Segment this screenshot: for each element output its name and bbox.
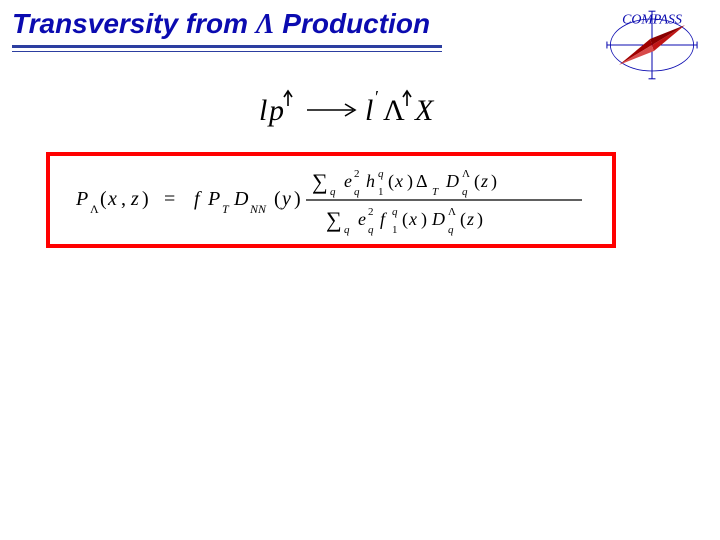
svg-text:y: y (280, 188, 291, 210)
svg-text:z: z (480, 171, 488, 191)
svg-text:f: f (194, 188, 202, 210)
svg-text:(: ( (474, 171, 480, 192)
title-block: Transversity from Λ Production (12, 8, 442, 52)
svg-text:e: e (358, 209, 366, 229)
svg-text:q: q (354, 186, 360, 198)
svg-text:h: h (366, 171, 375, 191)
svg-text:q: q (330, 186, 336, 198)
svg-text:(: ( (274, 188, 281, 210)
svg-text:(: ( (402, 209, 408, 230)
svg-text:): ) (142, 188, 149, 210)
svg-text:Λ: Λ (448, 206, 456, 218)
svg-text:∑: ∑ (326, 207, 342, 232)
svg-text:(: ( (460, 209, 466, 230)
svg-text:2: 2 (354, 168, 360, 180)
svg-text:′: ′ (375, 87, 379, 107)
svg-text:T: T (432, 186, 439, 198)
svg-text:Λ: Λ (462, 168, 470, 180)
svg-text:D: D (445, 171, 459, 191)
svg-text:z: z (130, 188, 139, 210)
svg-text:(: ( (100, 188, 107, 210)
compass-logo: COMPASS (598, 6, 706, 84)
svg-text:P: P (75, 188, 88, 210)
title-underline-thin (12, 51, 442, 52)
svg-text:): ) (477, 209, 483, 230)
polarization-formula: P Λ ( x , z ) = f P T D NN ( y ) ∑ q e 2 (74, 163, 594, 237)
svg-text:p: p (267, 94, 284, 127)
svg-text:l: l (365, 94, 373, 127)
svg-text:∑: ∑ (312, 169, 328, 194)
svg-text:q: q (462, 186, 468, 198)
svg-text:): ) (491, 171, 497, 192)
svg-text:q: q (378, 168, 384, 180)
svg-text:f: f (380, 209, 388, 229)
svg-text:NN: NN (249, 202, 267, 216)
svg-text:l: l (259, 94, 267, 127)
compass-label: COMPASS (622, 11, 682, 26)
svg-text:q: q (368, 224, 374, 236)
title-underline-thick (12, 45, 442, 48)
svg-text:Λ: Λ (383, 94, 405, 127)
svg-text:q: q (344, 224, 350, 236)
title-suffix: Production (275, 8, 431, 39)
title-lambda: Λ (256, 9, 275, 40)
svg-text:): ) (421, 209, 427, 230)
svg-text:): ) (294, 188, 301, 210)
svg-text:T: T (222, 202, 230, 216)
svg-text:): ) (407, 171, 413, 192)
reaction-equation: l p l ′ Λ X (255, 86, 465, 139)
svg-text:(: ( (388, 171, 394, 192)
svg-text:x: x (408, 209, 417, 229)
svg-text:z: z (466, 209, 474, 229)
compass-logo-svg: COMPASS (598, 6, 706, 84)
svg-text:D: D (233, 188, 249, 210)
reaction-svg: l p l ′ Λ X (255, 86, 465, 134)
svg-text:q: q (448, 224, 454, 236)
svg-text:x: x (107, 188, 117, 210)
svg-text:q: q (392, 206, 398, 218)
svg-text:1: 1 (392, 224, 398, 236)
svg-text:1: 1 (378, 186, 384, 198)
title-prefix: Transversity from (12, 8, 256, 39)
page-title: Transversity from Λ Production (12, 8, 442, 41)
svg-text:x: x (394, 171, 403, 191)
svg-text:=: = (164, 188, 175, 210)
svg-text:e: e (344, 171, 352, 191)
svg-text:P: P (207, 188, 220, 210)
svg-text:Δ: Δ (416, 171, 428, 191)
svg-text:2: 2 (368, 206, 374, 218)
svg-text:,: , (121, 188, 126, 210)
svg-text:D: D (431, 209, 445, 229)
svg-text:X: X (414, 94, 435, 127)
svg-text:Λ: Λ (90, 202, 99, 216)
polarization-formula-box: P Λ ( x , z ) = f P T D NN ( y ) ∑ q e 2 (46, 152, 616, 248)
